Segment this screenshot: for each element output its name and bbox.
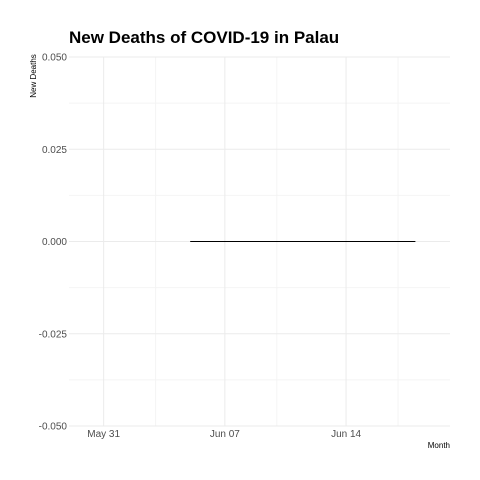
y-axis-label: New Deaths bbox=[29, 54, 38, 98]
x-tick-label: Jun 07 bbox=[210, 429, 240, 440]
y-tick-label: 0.000 bbox=[42, 237, 67, 248]
y-tick-label: 0.025 bbox=[42, 145, 67, 156]
chart-title: New Deaths of COVID-19 in Palau bbox=[69, 28, 339, 47]
tick-labels: 0.050 0.025 0.000 -0.025 -0.050 May 31 Jun 07 J… bbox=[39, 53, 362, 441]
x-axis-label: Month bbox=[428, 441, 450, 450]
y-tick-label: 0.050 bbox=[42, 53, 67, 64]
x-tick-label: Jun 14 bbox=[331, 429, 361, 440]
x-tick-label: May 31 bbox=[87, 429, 120, 440]
y-tick-label: -0.025 bbox=[39, 329, 68, 340]
y-tick-label: -0.050 bbox=[39, 422, 68, 433]
